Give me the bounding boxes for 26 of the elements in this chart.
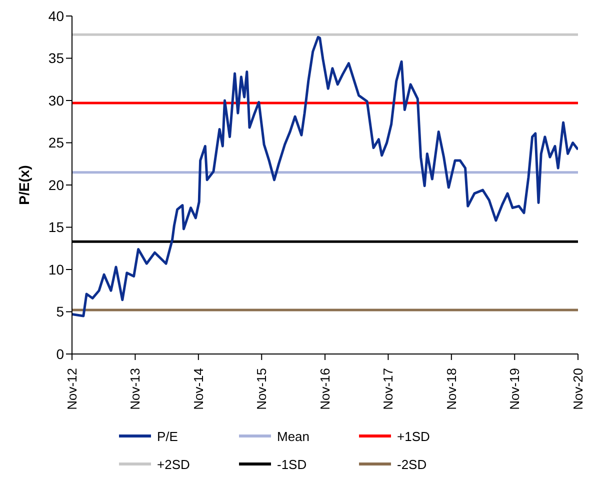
y-tick-label: 25 [48,134,64,151]
x-tick-label: Nov-20 [570,368,586,410]
y-tick-label: 35 [48,50,64,66]
y-tick-label: 5 [56,304,64,320]
x-tick-label: Nov-17 [380,368,396,410]
legend-label: +2SD [157,456,190,472]
y-axis-title: P/E(x) [16,165,32,205]
y-tick-label: 10 [48,261,64,278]
x-tick-label: Nov-13 [128,368,143,410]
y-tick-label: 0 [56,346,64,362]
y-tick-label: 15 [48,219,64,236]
legend-label: P/E [157,428,178,444]
line-series [72,36,578,318]
x-tick-label: Nov-19 [507,368,522,410]
y-tick-label: 30 [48,92,64,108]
legend-label: -1SD [277,456,307,472]
x-tick-label: Nov-12 [64,368,80,410]
x-tick-label: Nov-14 [190,368,206,410]
x-tick-label: Nov-18 [444,368,459,410]
x-tick-label: Nov-15 [254,368,270,410]
x-tick-label: Nov-16 [318,368,332,410]
y-tick-label: 20 [48,176,64,193]
legend-label: +1SD [397,428,430,444]
legend-label: -2SD [397,456,427,472]
legend-label: Mean [277,428,310,444]
y-tick-label: 40 [48,8,64,24]
